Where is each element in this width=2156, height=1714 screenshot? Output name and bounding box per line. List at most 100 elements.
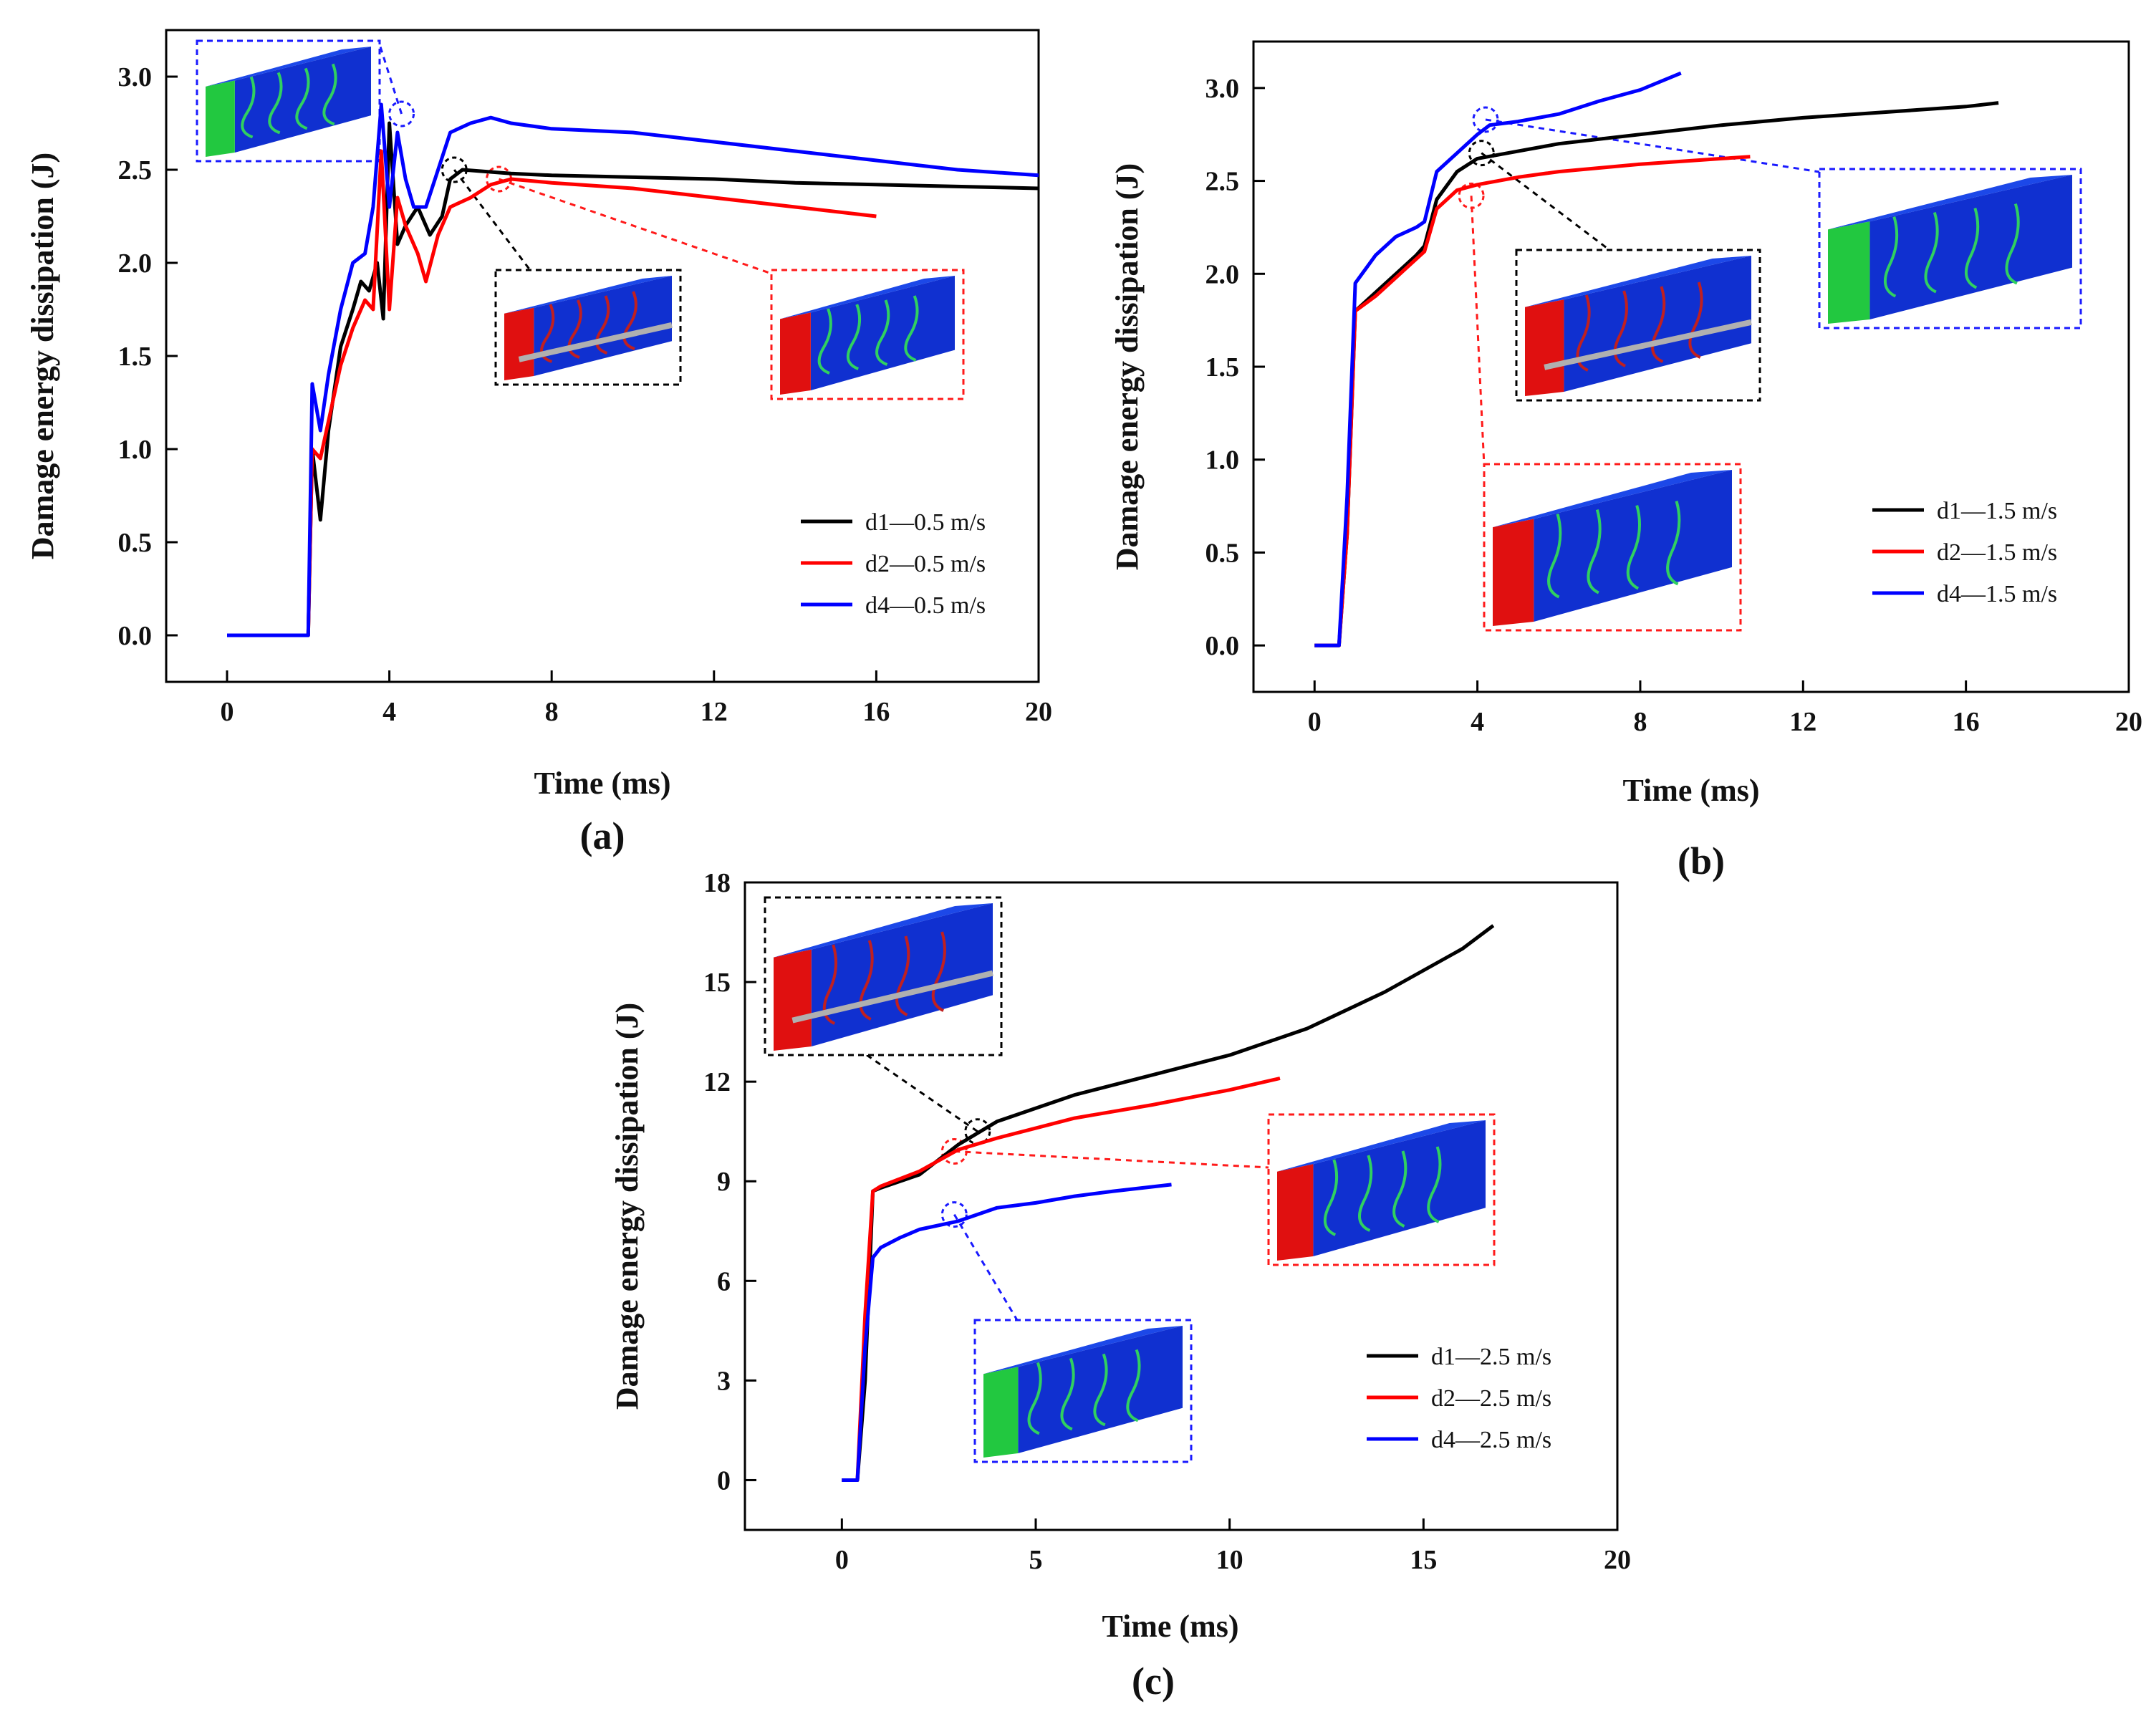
series-layer bbox=[842, 924, 1495, 1482]
panel-label: (a) bbox=[580, 814, 625, 857]
x-tick-label: 20 bbox=[2115, 707, 2142, 737]
legend-label: d2—0.5 m/s bbox=[865, 551, 986, 577]
x-tick-label: 16 bbox=[1953, 707, 1980, 737]
legend-label: d1—0.5 m/s bbox=[865, 509, 986, 536]
crack-trace bbox=[1392, 1150, 1407, 1228]
legend-label: d1—2.5 m/s bbox=[1431, 1344, 1551, 1370]
x-tick-label: 8 bbox=[1633, 707, 1647, 737]
impactor-rod bbox=[518, 322, 673, 362]
y-tick-label: 1.5 bbox=[118, 342, 153, 372]
crack-trace bbox=[1666, 501, 1681, 586]
impactor-rod bbox=[1544, 319, 1752, 370]
zoom-leader bbox=[499, 178, 772, 275]
x-tick-label: 0 bbox=[835, 1545, 849, 1575]
y-tick-label: 1.0 bbox=[118, 435, 153, 465]
y-tick-label: 1.5 bbox=[1205, 352, 1240, 382]
x-tick-label: 8 bbox=[545, 697, 559, 727]
beam-top bbox=[1828, 175, 2072, 230]
crack-trace bbox=[1924, 212, 1939, 294]
tick-layer: 0 4 8 12 16 20 0.0 0.5 1.0 1.5 2.0 2.5 3.0 bbox=[118, 62, 1053, 727]
y-axis-title: Damage energy dissipation (J) bbox=[610, 1003, 645, 1410]
x-axis-title: Time (ms) bbox=[534, 766, 670, 801]
crack-trace bbox=[875, 299, 890, 366]
inset-layer bbox=[1458, 106, 2082, 632]
x-tick-label: 4 bbox=[382, 697, 396, 727]
crack-trace bbox=[1883, 216, 1899, 298]
zoom-leader bbox=[954, 1150, 1269, 1169]
zoom-leader bbox=[953, 1213, 1019, 1321]
series-layer bbox=[1314, 71, 1999, 647]
y-tick-label: 1.0 bbox=[1205, 446, 1240, 476]
x-tick-label: 12 bbox=[701, 697, 728, 727]
legend: d1—1.5 m/s d2—1.5 m/s d4—1.5 m/s bbox=[1872, 498, 2057, 607]
x-tick-label: 0 bbox=[220, 697, 234, 727]
crack-trace bbox=[1626, 505, 1641, 590]
crack-trace bbox=[2005, 203, 2020, 285]
x-tick-label: 16 bbox=[862, 697, 890, 727]
beam-top bbox=[1493, 470, 1732, 528]
zoom-leader bbox=[1485, 118, 1820, 173]
beam-end-damage bbox=[774, 949, 812, 1051]
inset-layer bbox=[764, 896, 1496, 1463]
crack-trace bbox=[822, 944, 837, 1025]
y-tick-label: 3 bbox=[717, 1366, 731, 1396]
x-tick-label: 10 bbox=[1216, 1545, 1243, 1575]
y-tick-label: 3.0 bbox=[1205, 74, 1240, 104]
y-tick-label: 0.0 bbox=[118, 621, 153, 651]
y-tick-label: 3.0 bbox=[118, 62, 153, 92]
x-tick-label: 15 bbox=[1410, 1545, 1437, 1575]
beam-side bbox=[1018, 1326, 1183, 1453]
legend: d1—2.5 m/s d2—2.5 m/s d4—2.5 m/s bbox=[1367, 1344, 1551, 1453]
legend-label: d4—1.5 m/s bbox=[1937, 581, 2057, 607]
beam-side bbox=[1564, 256, 1751, 392]
crack-trace bbox=[1587, 509, 1602, 594]
crack-trace bbox=[904, 295, 919, 362]
crack-trace bbox=[817, 308, 832, 375]
series-line-3 bbox=[227, 102, 1039, 637]
beam-top bbox=[1525, 256, 1751, 307]
crack-trace bbox=[1323, 1159, 1339, 1236]
crack-trace bbox=[595, 295, 610, 355]
y-tick-label: 2.5 bbox=[1205, 167, 1240, 197]
zoom-marker bbox=[388, 100, 415, 127]
x-tick-label: 20 bbox=[1025, 697, 1052, 727]
legend-label: d4—2.5 m/s bbox=[1431, 1427, 1551, 1453]
series-line-2 bbox=[842, 1077, 1281, 1482]
series-line-3 bbox=[842, 1183, 1172, 1482]
zoom-marker bbox=[1472, 106, 1499, 133]
crack-trace bbox=[1688, 281, 1703, 359]
x-tick-label: 12 bbox=[1789, 707, 1816, 737]
crack-trace bbox=[895, 935, 910, 1016]
zoom-marker bbox=[940, 1201, 968, 1228]
y-tick-label: 0.0 bbox=[1205, 631, 1240, 661]
y-tick-label: 0.5 bbox=[1205, 538, 1240, 568]
beam-end-damage bbox=[1277, 1164, 1314, 1261]
y-tick-label: 15 bbox=[703, 968, 731, 998]
crack-trace bbox=[846, 304, 862, 370]
legend-label: d2—1.5 m/s bbox=[1937, 539, 2057, 566]
crack-trace bbox=[540, 304, 555, 363]
y-axis-title: Damage energy dissipation (J) bbox=[1110, 163, 1145, 570]
x-tick-label: 4 bbox=[1471, 707, 1484, 737]
legend-label: d2—2.5 m/s bbox=[1431, 1385, 1551, 1412]
y-tick-label: 12 bbox=[703, 1067, 731, 1097]
impactor-rod bbox=[791, 970, 993, 1024]
beam-top bbox=[206, 47, 371, 87]
crack-trace bbox=[859, 940, 874, 1021]
zoom-leader bbox=[1481, 152, 1610, 251]
series-line-3 bbox=[1314, 71, 1682, 647]
x-tick-label: 20 bbox=[1604, 1545, 1631, 1575]
crack-trace bbox=[1576, 294, 1591, 372]
panel-label: (b) bbox=[1678, 839, 1725, 882]
crack-trace bbox=[1126, 1349, 1141, 1422]
plot-frame bbox=[743, 881, 1619, 1531]
crack-trace bbox=[1427, 1146, 1442, 1223]
crack-trace bbox=[567, 299, 582, 359]
crack-trace bbox=[1651, 286, 1666, 363]
inset-layer bbox=[196, 39, 965, 400]
crack-trace bbox=[1093, 1353, 1108, 1427]
crack-trace bbox=[1358, 1155, 1373, 1232]
panel-a: 0 4 8 12 16 20 0.0 0.5 1.0 1.5 2.0 2.5 3.0 d1—0.5 m/… bbox=[25, 29, 1053, 857]
